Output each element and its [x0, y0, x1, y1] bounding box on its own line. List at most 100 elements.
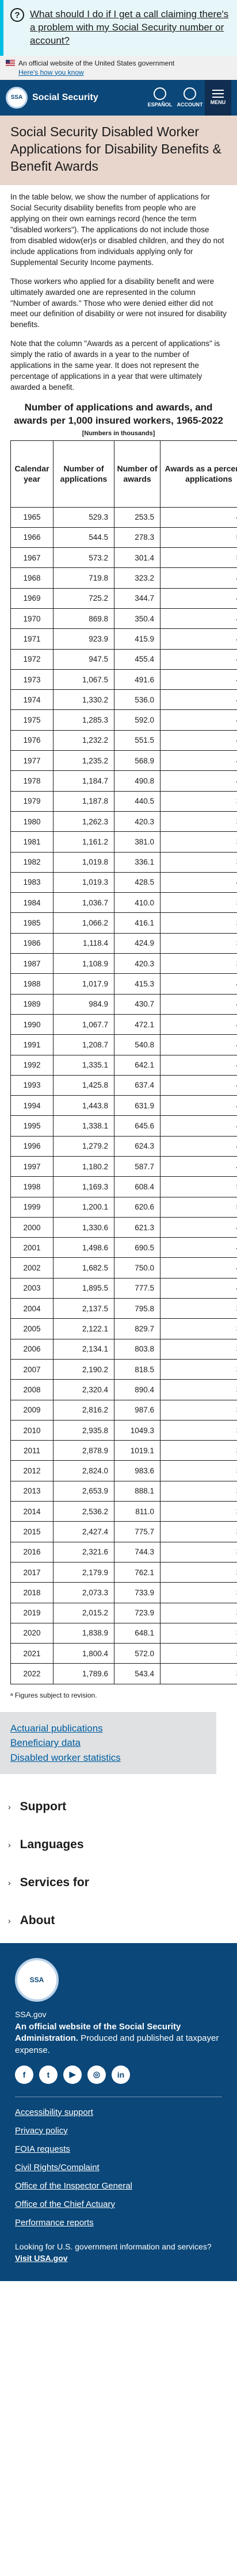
cell-awards: 543.4: [114, 1663, 160, 1684]
chevron-right-icon: ›: [8, 1916, 11, 1926]
cell-awards: 624.3: [114, 1135, 160, 1157]
cell-applications: 2,878.9: [53, 1440, 114, 1461]
footer-link-accessibility[interactable]: Accessibility support: [15, 2107, 93, 2117]
cell-applications: 1,330.6: [53, 1216, 114, 1238]
site-header: SSA Social Security ESPAÑOL ACCOUNT MENU: [0, 79, 237, 116]
accordion-services[interactable]: › Services for: [0, 1864, 237, 1902]
cell-awards: 420.3: [114, 811, 160, 832]
cell-year: 1971: [10, 628, 53, 650]
site-logo[interactable]: SSA Social Security: [6, 86, 145, 109]
cell-year: 1979: [10, 790, 53, 812]
cell-year: 1994: [10, 1095, 53, 1116]
cell-awards-percent: 42.0: [160, 872, 237, 893]
header-awards: Number of awards: [114, 440, 160, 508]
scam-alert-link[interactable]: What should I do if I get a call claimin…: [30, 9, 229, 46]
cell-awards: 490.8: [114, 770, 160, 792]
cell-awards: 420.3: [114, 953, 160, 974]
cell-year: 1970: [10, 608, 53, 629]
cell-awards-percent: 44.7: [160, 1034, 237, 1055]
facebook-icon[interactable]: f: [15, 2065, 33, 2084]
cell-year: 2015: [10, 1521, 53, 1542]
cell-year: 1978: [10, 770, 53, 792]
menu-button[interactable]: MENU: [205, 79, 231, 116]
link-beneficiary-data[interactable]: Beneficiary data: [10, 1737, 81, 1749]
gov-banner-text: An official website of the United States…: [18, 59, 175, 67]
cell-awards-percent: 38.0: [160, 932, 237, 954]
cell-applications: 2,073.3: [53, 1582, 114, 1603]
cell-applications: 869.8: [53, 608, 114, 629]
chevron-right-icon: ›: [8, 1802, 11, 1812]
footer-link-inspector-general[interactable]: Office of the Inspector General: [15, 2180, 133, 2191]
usa-gov-link[interactable]: Visit USA.gov: [15, 2253, 68, 2263]
cell-awards-percent: 51.1: [160, 527, 237, 548]
cell-awards: 1049.3: [114, 1419, 160, 1441]
account-button[interactable]: ACCOUNT: [175, 87, 205, 108]
footer-description-bold: An official website of the Social Securi…: [15, 2022, 181, 2044]
cell-awards-percent: 37.9: [160, 953, 237, 974]
instagram-icon[interactable]: ◎: [87, 2065, 106, 2084]
cell-awards-percent: 38.4: [160, 1379, 237, 1400]
footer-links: Accessibility support Privacy policy FOI…: [15, 2107, 222, 2228]
cell-applications: 719.8: [53, 567, 114, 589]
cell-awards: 775.7: [114, 1521, 160, 1542]
cell-awards-percent: 52.6: [160, 547, 237, 569]
cell-applications: 1,285.3: [53, 709, 114, 731]
accordion-support[interactable]: › Support: [0, 1788, 237, 1826]
table-scroll-container[interactable]: Calendar year Number of applications Num…: [10, 440, 237, 1684]
footer-link-foia[interactable]: FOIA requests: [15, 2144, 70, 2154]
cell-year: 1985: [10, 912, 53, 934]
footer-link-civil-rights[interactable]: Civil Rights/Complaint: [15, 2162, 100, 2172]
link-disabled-worker-statistics[interactable]: Disabled worker statistics: [10, 1752, 121, 1763]
espanol-button[interactable]: ESPAÑOL: [145, 87, 175, 108]
linkedin-icon[interactable]: in: [112, 2065, 130, 2084]
footer-link-performance[interactable]: Performance reports: [15, 2217, 94, 2228]
accordion-about[interactable]: › About: [0, 1902, 237, 1940]
usa-gov-text: Looking for U.S. government information …: [15, 2241, 212, 2251]
cell-awards-percent: 47.5: [160, 588, 237, 609]
gov-banner-link[interactable]: Here's how you know: [18, 68, 84, 76]
footer-link-privacy[interactable]: Privacy policy: [15, 2125, 68, 2136]
cell-year: 1966: [10, 527, 53, 548]
cell-year: 2011: [10, 1440, 53, 1461]
cell-awards-percent: 35.1: [160, 1399, 237, 1421]
cell-applications: 1,180.2: [53, 1155, 114, 1177]
cell-awards: 987.6: [114, 1399, 160, 1421]
cell-awards: 620.6: [114, 1196, 160, 1218]
twitter-icon[interactable]: t: [39, 2065, 58, 2084]
cell-year: 2017: [10, 1561, 53, 1583]
globe-icon: [154, 87, 166, 101]
header-year: Calendar year: [10, 440, 53, 508]
gov-banner: An official website of the United States…: [0, 55, 237, 80]
cell-awards-percent: 39.5: [160, 892, 237, 913]
cell-applications: 2,179.9: [53, 1561, 114, 1583]
youtube-icon[interactable]: ▶: [63, 2065, 82, 2084]
cell-year: 2000: [10, 1216, 53, 1238]
cell-applications: 1,036.7: [53, 892, 114, 913]
cell-year: 1981: [10, 831, 53, 853]
link-actuarial-publications[interactable]: Actuarial publications: [10, 1722, 103, 1734]
header-awards-percent: Awards as a percent of applications: [160, 440, 237, 508]
cell-awards: 572.0: [114, 1643, 160, 1664]
accordion-languages[interactable]: › Languages: [0, 1826, 237, 1864]
cell-year: 1996: [10, 1135, 53, 1157]
cell-awards-percent: 37.2: [160, 1298, 237, 1319]
page-title: Social Security Disabled Worker Applicat…: [10, 124, 221, 174]
cell-awards: 723.9: [114, 1602, 160, 1623]
user-icon: [184, 87, 196, 101]
cell-year: 1998: [10, 1176, 53, 1197]
footer-link-chief-actuary[interactable]: Office of the Chief Actuary: [15, 2199, 115, 2209]
hamburger-icon: [212, 90, 224, 98]
footer-description-rest: Produced and published at taxpayer expen…: [15, 2033, 219, 2055]
